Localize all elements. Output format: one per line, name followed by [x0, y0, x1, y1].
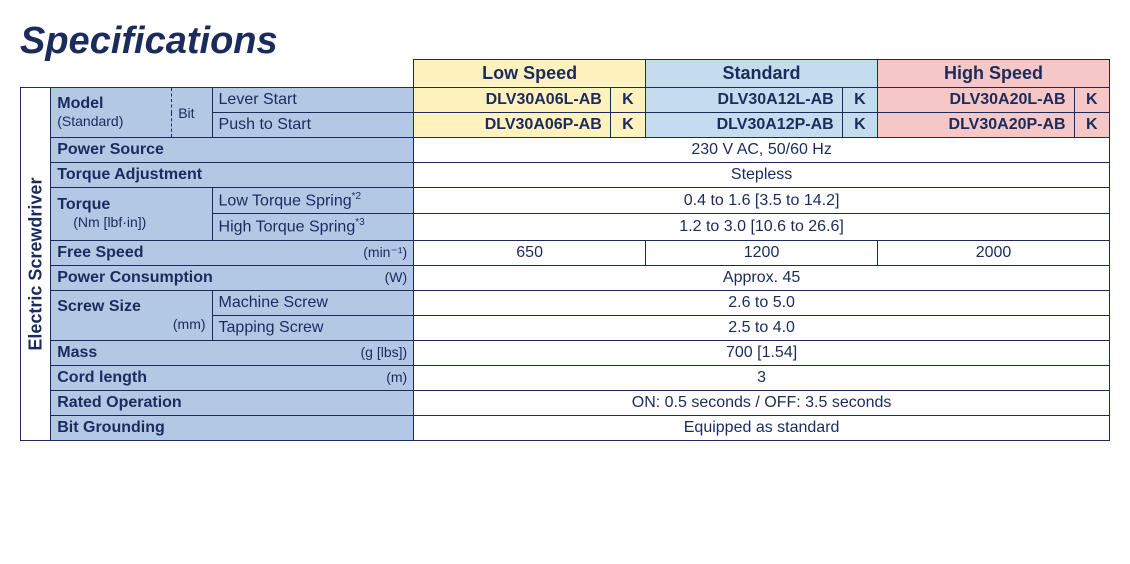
- bit-grd-label: Bit Grounding: [51, 415, 414, 440]
- model-std-lever: DLV30A12L-AB: [646, 88, 843, 113]
- model-text: Model: [57, 95, 103, 112]
- table-row: Mass (g [lbs]) 700 [1.54]: [21, 340, 1110, 365]
- mass-val: 700 [1.54]: [414, 340, 1110, 365]
- sup: *2: [352, 191, 361, 202]
- k-cell: K: [1074, 113, 1109, 138]
- torque-adj-val: Stepless: [414, 163, 1110, 188]
- free-speed-high: 2000: [878, 240, 1110, 265]
- high-spring-label: High Torque Spring*3: [212, 214, 414, 240]
- table-row: Electric Screwdriver Model (Standard) Bi…: [21, 88, 1110, 113]
- unit: (min⁻¹): [363, 244, 407, 261]
- table-row: Low Speed Standard High Speed: [21, 60, 1110, 88]
- unit: (W): [385, 269, 408, 285]
- unit: (g [lbs]): [361, 344, 408, 360]
- k-cell: K: [842, 88, 877, 113]
- power-source-label: Power Source: [51, 138, 414, 163]
- unit: (m): [386, 369, 407, 385]
- table-row: Cord length (m) 3: [21, 365, 1110, 390]
- lever-start-label: Lever Start: [212, 88, 414, 113]
- table-row: Rated Operation ON: 0.5 seconds / OFF: 3…: [21, 390, 1110, 415]
- table-row: Screw Size (mm) Machine Screw 2.6 to 5.0: [21, 290, 1110, 315]
- section-label: Electric Screwdriver: [21, 88, 51, 441]
- tapping-screw-label: Tapping Screw: [212, 315, 414, 340]
- col-header-std: Standard: [646, 60, 878, 88]
- model-low-lever: DLV30A06L-AB: [414, 88, 611, 113]
- power-cons-label: Power Consumption (W): [51, 265, 414, 290]
- table-row: Bit Grounding Equipped as standard: [21, 415, 1110, 440]
- torque-adj-label: Torque Adjustment: [51, 163, 414, 188]
- screw-label: Screw Size (mm): [51, 290, 212, 340]
- table-row: Power Consumption (W) Approx. 45: [21, 265, 1110, 290]
- table-row: Torque Adjustment Stepless: [21, 163, 1110, 188]
- model-label: Model (Standard): [51, 88, 172, 138]
- model-sub: (Standard): [57, 113, 123, 129]
- spec-table: Low Speed Standard High Speed Electric S…: [20, 59, 1110, 441]
- sup: *3: [355, 217, 364, 228]
- rated-val: ON: 0.5 seconds / OFF: 3.5 seconds: [414, 390, 1110, 415]
- table-row: Free Speed (min⁻¹) 650 1200 2000: [21, 240, 1110, 265]
- power-cons-val: Approx. 45: [414, 265, 1110, 290]
- model-low-push: DLV30A06P-AB: [414, 113, 611, 138]
- table-row: Power Source 230 V AC, 50/60 Hz: [21, 138, 1110, 163]
- torque-text: Torque: [57, 196, 110, 213]
- power-source-val: 230 V AC, 50/60 Hz: [414, 138, 1110, 163]
- col-header-low: Low Speed: [414, 60, 646, 88]
- page-title: Specifications: [20, 20, 1110, 63]
- unit: (mm): [173, 316, 206, 332]
- table-row: Torque (Nm [lbf·in]) Low Torque Spring*2…: [21, 188, 1110, 214]
- push-start-label: Push to Start: [212, 113, 414, 138]
- tapping-screw-val: 2.5 to 4.0: [414, 315, 1110, 340]
- high-spring-val: 1.2 to 3.0 [10.6 to 26.6]: [414, 214, 1110, 240]
- torque-label: Torque (Nm [lbf·in]): [51, 188, 212, 241]
- machine-screw-val: 2.6 to 5.0: [414, 290, 1110, 315]
- rated-label: Rated Operation: [51, 390, 414, 415]
- low-spring-val: 0.4 to 1.6 [3.5 to 14.2]: [414, 188, 1110, 214]
- cord-label: Cord length (m): [51, 365, 414, 390]
- model-high-lever: DLV30A20L-AB: [878, 88, 1075, 113]
- free-speed-label: Free Speed (min⁻¹): [51, 240, 414, 265]
- mass-label: Mass (g [lbs]): [51, 340, 414, 365]
- bit-label: Bit: [172, 88, 212, 138]
- model-high-push: DLV30A20P-AB: [878, 113, 1075, 138]
- k-cell: K: [842, 113, 877, 138]
- free-speed-std: 1200: [646, 240, 878, 265]
- k-cell: K: [610, 88, 645, 113]
- low-spring-label: Low Torque Spring*2: [212, 188, 414, 214]
- free-speed-low: 650: [414, 240, 646, 265]
- col-header-high: High Speed: [878, 60, 1110, 88]
- torque-unit: (Nm [lbf·in]): [57, 214, 146, 230]
- bit-grd-val: Equipped as standard: [414, 415, 1110, 440]
- k-cell: K: [610, 113, 645, 138]
- machine-screw-label: Machine Screw: [212, 290, 414, 315]
- k-cell: K: [1074, 88, 1109, 113]
- cord-val: 3: [414, 365, 1110, 390]
- model-std-push: DLV30A12P-AB: [646, 113, 843, 138]
